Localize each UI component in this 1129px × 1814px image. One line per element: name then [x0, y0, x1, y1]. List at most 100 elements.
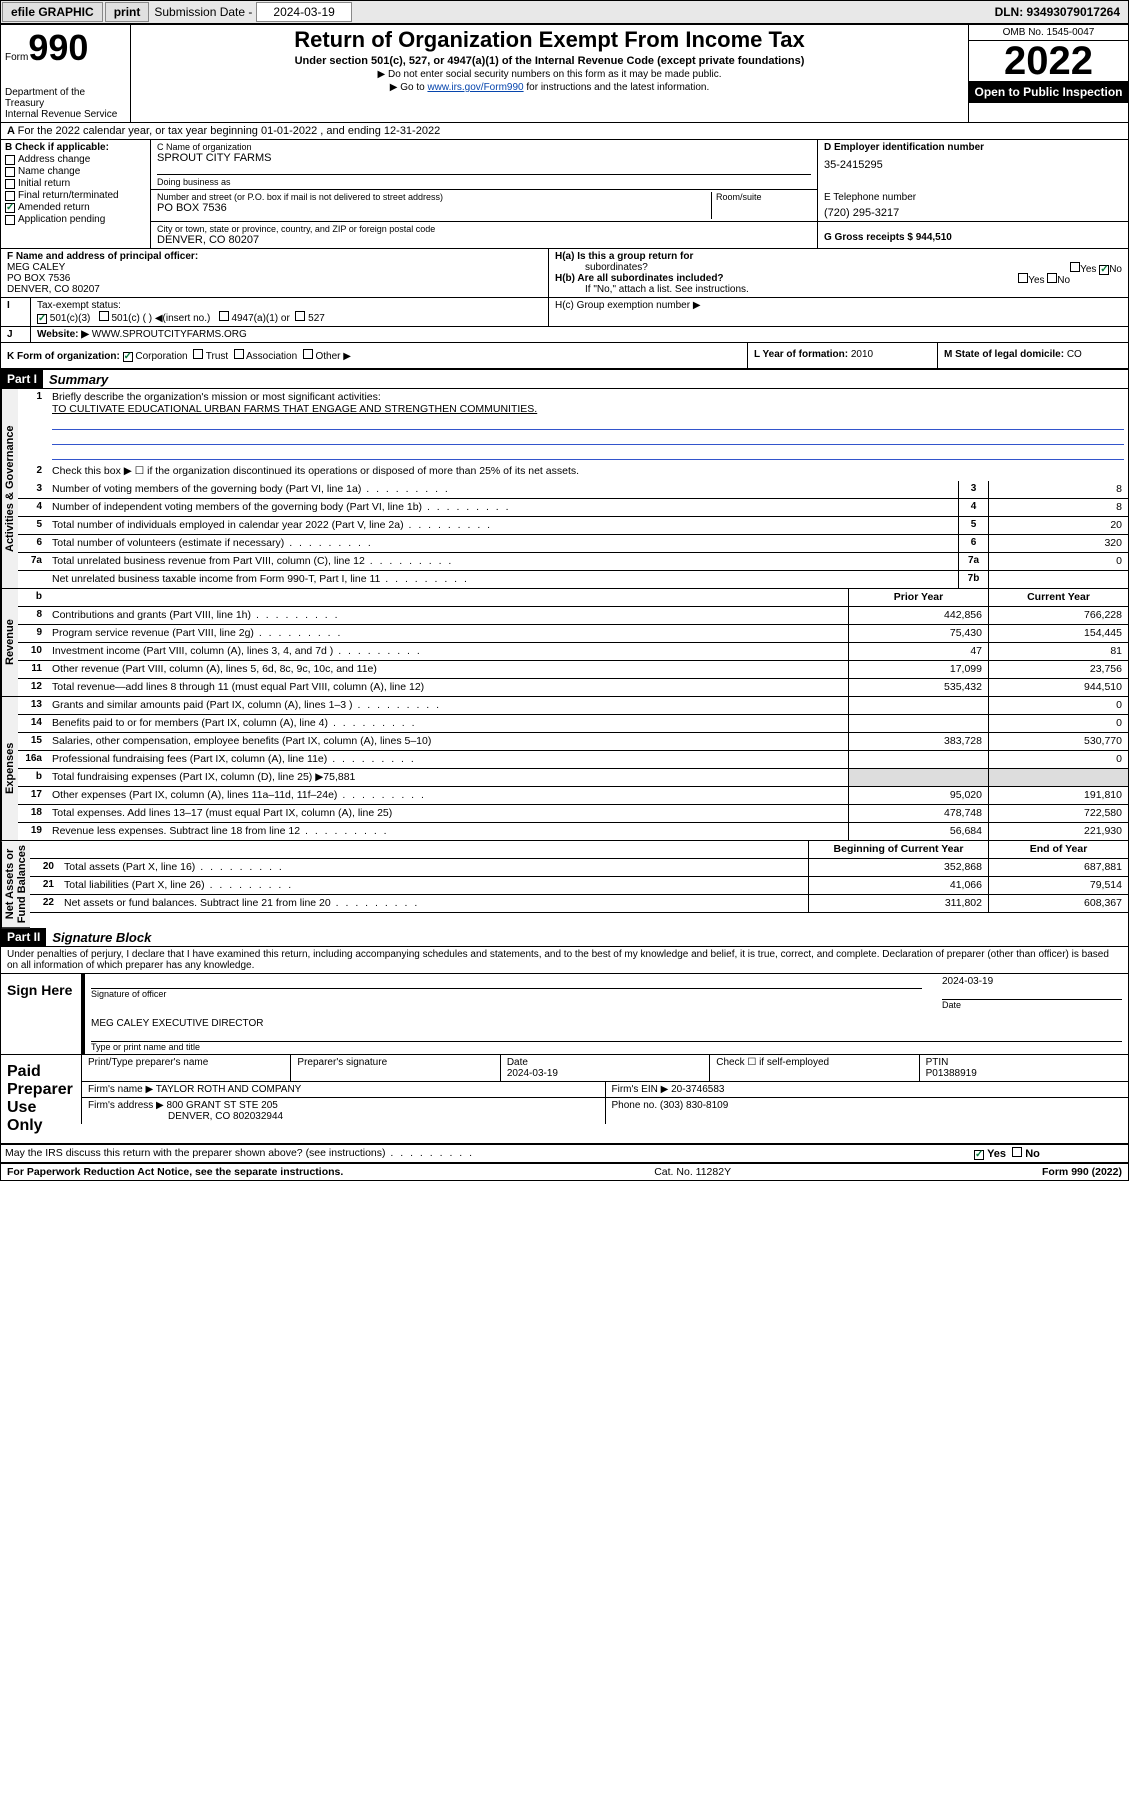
line-16a: Professional fundraising fees (Part IX, … — [48, 751, 848, 768]
line-6-val: 320 — [988, 535, 1128, 552]
checkbox-amended-return[interactable] — [5, 203, 15, 213]
signature-declaration: Under penalties of perjury, I declare th… — [1, 947, 1128, 973]
ein-value: 35-2415295 — [824, 159, 1122, 171]
current-year-hdr: Current Year — [988, 589, 1128, 606]
chk-501c[interactable] — [99, 311, 109, 321]
checkbox-final-return[interactable] — [5, 191, 15, 201]
irs-yes[interactable] — [974, 1150, 984, 1160]
checkbox-address-change[interactable] — [5, 155, 15, 165]
line-11: Other revenue (Part VIII, column (A), li… — [48, 661, 848, 678]
chk-assoc[interactable] — [234, 349, 244, 359]
form-note-1: ▶ Do not enter social security numbers o… — [137, 69, 962, 80]
irs-label: Internal Revenue Service — [5, 109, 126, 120]
line-14: Benefits paid to or for members (Part IX… — [48, 715, 848, 732]
checkbox-name-change[interactable] — [5, 167, 15, 177]
checkbox-initial-return[interactable] — [5, 179, 15, 189]
domicile: CO — [1067, 349, 1082, 360]
line-5: Total number of individuals employed in … — [48, 517, 958, 534]
ha-no[interactable] — [1099, 265, 1109, 275]
website-value: WWW.SPROUTCITYFARMS.ORG — [92, 329, 247, 340]
sig-date-label: Date — [942, 999, 1122, 1010]
sig-officer-label: Signature of officer — [91, 988, 922, 999]
line-7a-val: 0 — [988, 553, 1128, 570]
paid-preparer-label: Paid Preparer Use Only — [1, 1055, 81, 1143]
line-20: Total assets (Part X, line 16) — [60, 859, 808, 876]
firm-city: DENVER, CO 802032944 — [88, 1111, 283, 1122]
year-formation-label: L Year of formation: — [754, 349, 848, 360]
chk-501c3[interactable] — [37, 314, 47, 324]
line-12: Total revenue—add lines 8 through 11 (mu… — [48, 679, 848, 696]
org-name-label: C Name of organization — [157, 142, 811, 152]
h-c: H(c) Group exemption number ▶ — [555, 300, 1122, 311]
ha-yes[interactable] — [1070, 262, 1080, 272]
checkbox-application-pending[interactable] — [5, 215, 15, 225]
part-i-title: Summary — [43, 372, 108, 387]
h-a: H(a) Is this a group return for — [555, 251, 1122, 262]
line-7a: Total unrelated business revenue from Pa… — [48, 553, 958, 570]
line-16b: Total fundraising expenses (Part IX, col… — [48, 769, 848, 786]
line-4: Number of independent voting members of … — [48, 499, 958, 516]
footer-mid: Cat. No. 11282Y — [654, 1166, 731, 1178]
line-8: Contributions and grants (Part VIII, lin… — [48, 607, 848, 624]
tax-year: 2022 — [969, 41, 1128, 81]
col-b-checkboxes: B Check if applicable: Address change Na… — [1, 140, 151, 248]
dept-treasury: Department of the Treasury — [5, 87, 126, 109]
ein-label: D Employer identification number — [824, 142, 1122, 153]
line-22: Net assets or fund balances. Subtract li… — [60, 895, 808, 912]
firm-address: 800 GRANT ST STE 205 — [167, 1100, 278, 1111]
org-name: SPROUT CITY FARMS — [157, 152, 811, 164]
line-18: Total expenses. Add lines 13–17 (must eq… — [48, 805, 848, 822]
irs-link[interactable]: www.irs.gov/Form990 — [427, 82, 523, 93]
print-button[interactable]: print — [105, 2, 150, 22]
line-1-mission: TO CULTIVATE EDUCATIONAL URBAN FARMS THA… — [52, 403, 537, 415]
year-formation: 2010 — [851, 349, 873, 360]
officer-addr2: DENVER, CO 80207 — [7, 284, 542, 295]
ptin-value: P01388919 — [926, 1068, 977, 1079]
officer-label: F Name and address of principal officer: — [7, 251, 542, 262]
line-5-val: 20 — [988, 517, 1128, 534]
part-ii-header: Part II — [1, 928, 46, 946]
top-toolbar: efile GRAPHIC print Submission Date - 20… — [0, 0, 1129, 24]
hb-no[interactable] — [1047, 273, 1057, 283]
line-13: Grants and similar amounts paid (Part IX… — [48, 697, 848, 714]
beg-year-hdr: Beginning of Current Year — [808, 841, 988, 858]
form-title: Return of Organization Exempt From Incom… — [137, 27, 962, 53]
hb-yes[interactable] — [1018, 273, 1028, 283]
preparer-sig-label: Preparer's signature — [290, 1055, 499, 1081]
officer-name: MEG CALEY — [7, 262, 542, 273]
line-21: Total liabilities (Part X, line 26) — [60, 877, 808, 894]
chk-4947[interactable] — [219, 311, 229, 321]
efile-button[interactable]: efile GRAPHIC — [2, 2, 103, 22]
form-number: 990 — [28, 27, 88, 68]
line-3-val: 8 — [988, 481, 1128, 498]
row-a-period: A For the 2022 calendar year, or tax yea… — [1, 123, 1128, 140]
sign-here-label: Sign Here — [1, 974, 81, 1054]
irs-no[interactable] — [1012, 1147, 1022, 1157]
chk-527[interactable] — [295, 311, 305, 321]
submission-label: Submission Date - — [150, 3, 256, 21]
street-label: Number and street (or P.O. box if mail i… — [157, 192, 711, 202]
col-b-header: B Check if applicable: — [5, 142, 146, 153]
line-15: Salaries, other compensation, employee b… — [48, 733, 848, 750]
chk-trust[interactable] — [193, 349, 203, 359]
line-3: Number of voting members of the governin… — [48, 481, 958, 498]
chk-other[interactable] — [303, 349, 313, 359]
preparer-date: 2024-03-19 — [507, 1068, 558, 1079]
form-of-org-label: K Form of organization: — [7, 351, 120, 362]
form-subtitle: Under section 501(c), 527, or 4947(a)(1)… — [137, 55, 962, 67]
line-17: Other expenses (Part IX, column (A), lin… — [48, 787, 848, 804]
room-suite-label: Room/suite — [716, 192, 811, 202]
footer-right: Form 990 (2022) — [1042, 1166, 1122, 1178]
chk-corp[interactable] — [123, 352, 133, 362]
firm-phone: (303) 830-8109 — [660, 1100, 728, 1111]
website-label: Website: ▶ — [37, 329, 89, 340]
line-10: Investment income (Part VIII, column (A)… — [48, 643, 848, 660]
check-self-employed: Check ☐ if self-employed — [709, 1055, 918, 1081]
preparer-name-label: Print/Type preparer's name — [81, 1055, 290, 1081]
line-6: Total number of volunteers (estimate if … — [48, 535, 958, 552]
part-ii-title: Signature Block — [46, 930, 151, 945]
city-value: DENVER, CO 80207 — [157, 234, 811, 246]
city-label: City or town, state or province, country… — [157, 224, 811, 234]
line-2: Check this box ▶ ☐ if the organization d… — [48, 463, 1128, 481]
phone-value: (720) 295-3217 — [824, 207, 1122, 219]
